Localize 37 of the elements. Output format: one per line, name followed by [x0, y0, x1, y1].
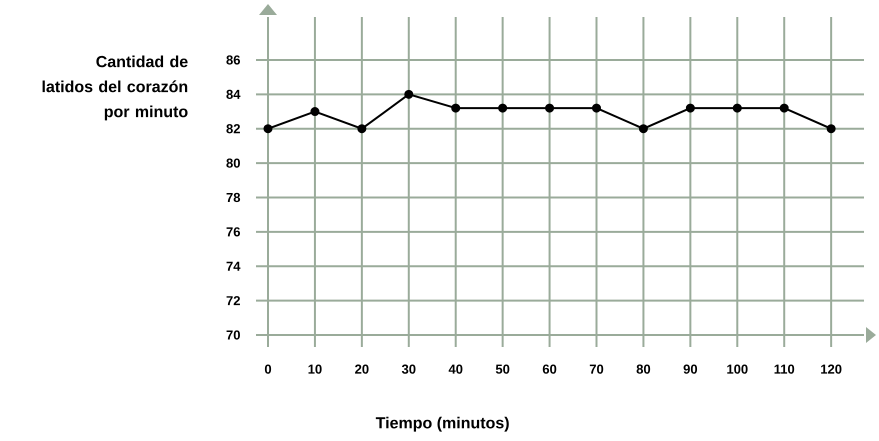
y-tick-label: 80: [226, 158, 240, 168]
y-tick-label: 70: [226, 330, 240, 340]
point: [780, 104, 789, 113]
point: [592, 104, 601, 113]
y-tick-label: 78: [226, 192, 240, 202]
x-tick-label: 70: [590, 364, 604, 374]
point: [357, 124, 366, 134]
x-tick-label: 90: [684, 364, 698, 374]
point: [498, 104, 508, 113]
x-tick-label: 60: [542, 364, 556, 374]
point: [545, 104, 554, 113]
y-tick-label: 74: [226, 262, 240, 271]
point: [732, 104, 742, 113]
x-tick-label: 0: [264, 364, 272, 374]
y-tick-label: 86: [226, 55, 240, 65]
x-tick-label: 80: [636, 364, 650, 374]
point: [404, 90, 414, 99]
y-tick-label: 72: [226, 296, 240, 306]
x-tick-label: 100: [727, 364, 748, 374]
y-tick-label: 82: [226, 124, 240, 134]
point: [638, 124, 648, 134]
point: [451, 104, 460, 113]
y-tick-label: 76: [226, 227, 240, 236]
point: [310, 107, 320, 116]
x-tick-label: 50: [496, 364, 510, 374]
point: [686, 104, 695, 113]
x-tick-label: 120: [821, 364, 842, 374]
point: [826, 124, 836, 134]
y-tick-label: 84: [226, 90, 240, 99]
point: [264, 124, 272, 134]
y-axis-title: Cantidad de latidos del corazón por minuto: [42, 56, 188, 120]
x-tick-label: 110: [774, 364, 794, 374]
x-tick-label: 10: [308, 364, 322, 374]
x-tick-label: 20: [355, 364, 369, 374]
x-tick-label: 30: [402, 364, 416, 374]
x-axis-title: Tiempo (minutos): [376, 416, 509, 432]
x-tick-label: 40: [448, 364, 462, 374]
